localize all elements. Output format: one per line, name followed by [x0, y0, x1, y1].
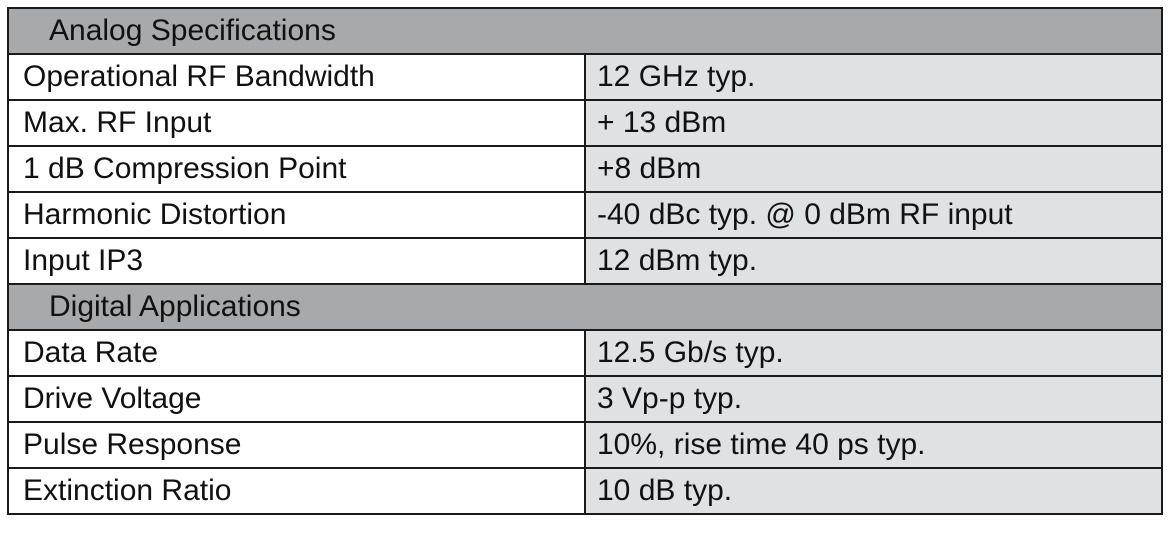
- section-header-analog: Analog Specifications: [7, 7, 1163, 55]
- section-title: Analog Specifications: [7, 7, 1163, 55]
- spec-label: Drive Voltage: [7, 375, 586, 423]
- section-title: Digital Applications: [7, 283, 1163, 331]
- table-row: Data Rate 12.5 Gb/s typ.: [7, 329, 1163, 377]
- table-row: Extinction Ratio 10 dB typ.: [7, 467, 1163, 515]
- table-row: Input IP3 12 dBm typ.: [7, 237, 1163, 285]
- spec-value: 12.5 Gb/s typ.: [584, 329, 1163, 377]
- spec-value: 12 dBm typ.: [584, 237, 1163, 285]
- spec-value: 10 dB typ.: [584, 467, 1163, 515]
- spec-value: -40 dBc typ. @ 0 dBm RF input: [584, 191, 1163, 239]
- table-row: Max. RF Input + 13 dBm: [7, 99, 1163, 147]
- spec-label: Operational RF Bandwidth: [7, 53, 586, 101]
- specifications-table: Analog Specifications Operational RF Ban…: [7, 7, 1163, 515]
- spec-label: Input IP3: [7, 237, 586, 285]
- spec-label: 1 dB Compression Point: [7, 145, 586, 193]
- spec-label: Harmonic Distortion: [7, 191, 586, 239]
- table-row: 1 dB Compression Point +8 dBm: [7, 145, 1163, 193]
- table-row: Drive Voltage 3 Vp-p typ.: [7, 375, 1163, 423]
- spec-value: + 13 dBm: [584, 99, 1163, 147]
- table-row: Pulse Response 10%, rise time 40 ps typ.: [7, 421, 1163, 469]
- spec-value: +8 dBm: [584, 145, 1163, 193]
- spec-value: 3 Vp-p typ.: [584, 375, 1163, 423]
- spec-label: Max. RF Input: [7, 99, 586, 147]
- spec-label: Data Rate: [7, 329, 586, 377]
- spec-label: Pulse Response: [7, 421, 586, 469]
- spec-value: 12 GHz typ.: [584, 53, 1163, 101]
- spec-label: Extinction Ratio: [7, 467, 586, 515]
- spec-value: 10%, rise time 40 ps typ.: [584, 421, 1163, 469]
- section-header-digital: Digital Applications: [7, 283, 1163, 331]
- table-row: Operational RF Bandwidth 12 GHz typ.: [7, 53, 1163, 101]
- table-row: Harmonic Distortion -40 dBc typ. @ 0 dBm…: [7, 191, 1163, 239]
